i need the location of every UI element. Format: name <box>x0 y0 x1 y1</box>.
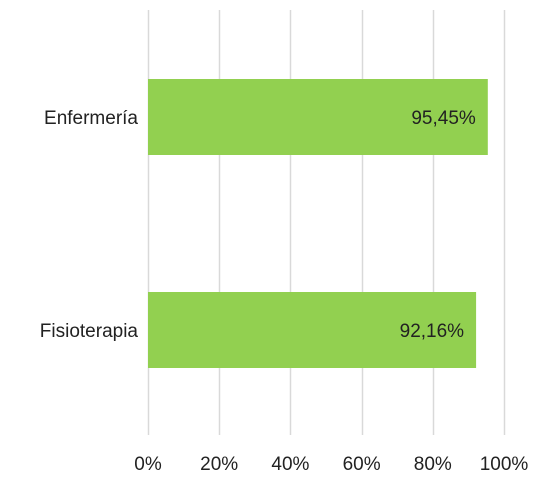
data-label-enfermeria: 95,45% <box>411 108 476 129</box>
x-tick-label: 0% <box>134 454 162 475</box>
value-axis: 0% 20% 40% 60% 80% 100% <box>134 454 528 475</box>
gridlines <box>147 10 506 435</box>
x-tick-label: 100% <box>480 454 529 475</box>
category-axis: Enfermería Fisioterapia <box>40 108 139 342</box>
bar-fisioterapia <box>148 292 477 368</box>
x-tick-label: 40% <box>271 454 309 475</box>
bars <box>148 79 488 368</box>
data-label-fisioterapia: 92,16% <box>400 321 465 342</box>
data-labels: 95,45% 92,16% <box>400 108 476 342</box>
x-tick-label: 20% <box>200 454 238 475</box>
x-tick-label: 60% <box>343 454 381 475</box>
category-label-enfermeria: Enfermería <box>44 108 138 129</box>
bar-enfermeria <box>148 79 488 155</box>
x-tick-label: 80% <box>414 454 452 475</box>
category-label-fisioterapia: Fisioterapia <box>40 321 139 342</box>
